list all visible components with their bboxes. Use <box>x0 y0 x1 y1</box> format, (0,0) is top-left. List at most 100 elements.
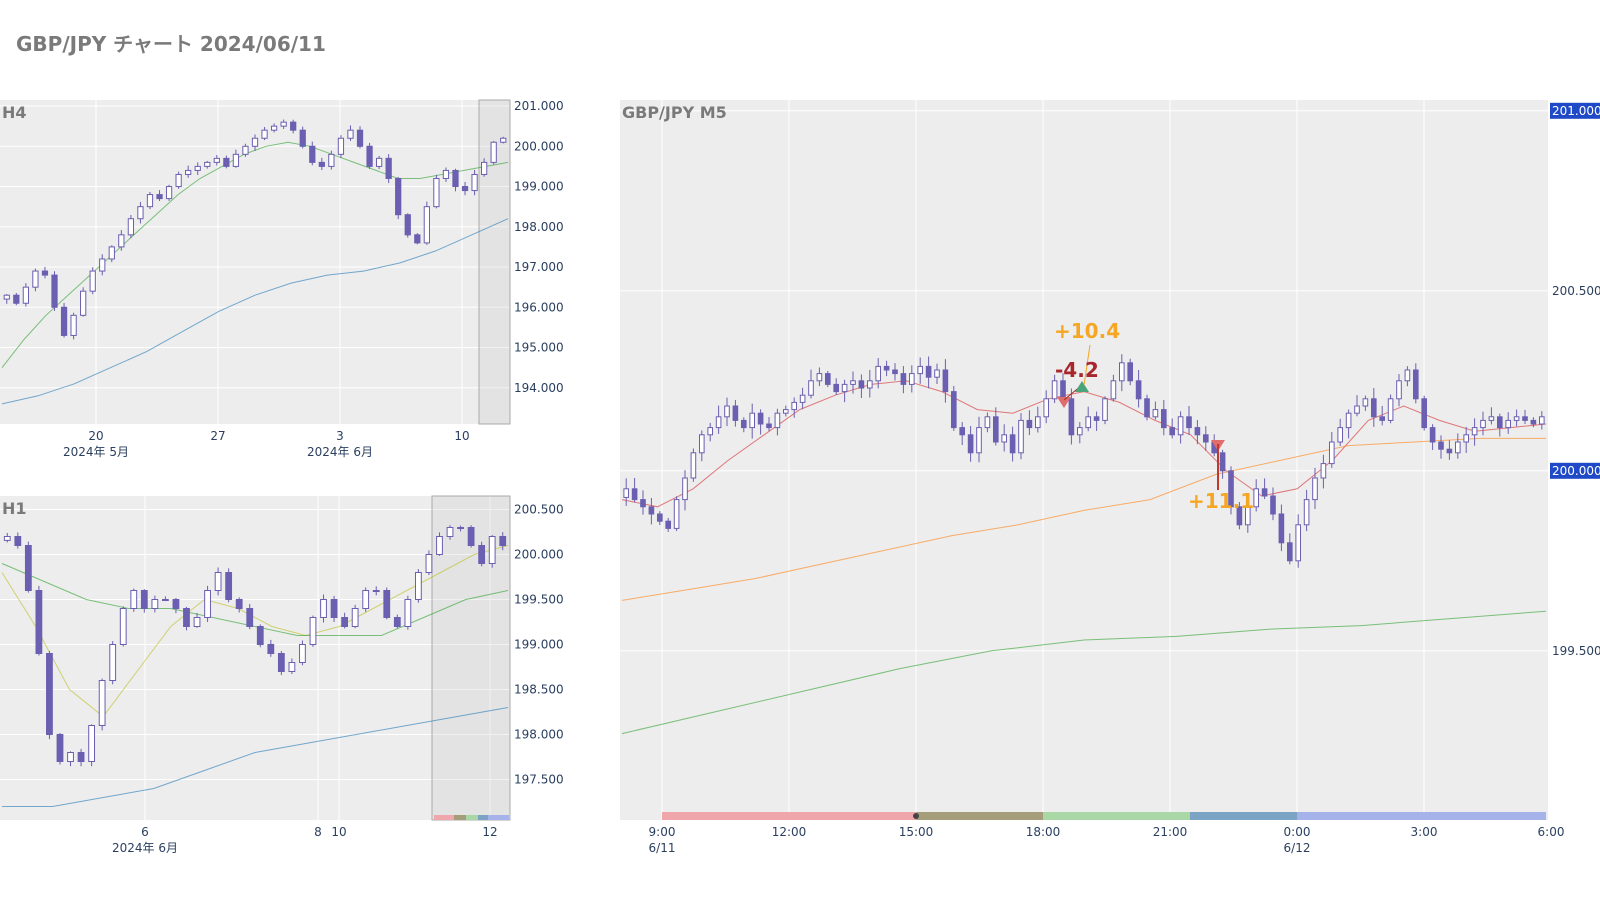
candle-body <box>337 137 345 155</box>
candle-body <box>934 369 940 378</box>
trade-link <box>1083 344 1091 386</box>
candle-body <box>452 169 459 188</box>
candle-body <box>976 427 982 454</box>
y-tick-label: 195.000 <box>514 341 564 355</box>
candle-body <box>80 290 87 316</box>
candle-body <box>347 129 354 139</box>
y-tick-label: 198.000 <box>514 728 564 742</box>
candle-body <box>423 206 430 244</box>
y-tick-label: 200.000 <box>514 548 564 562</box>
candle-body <box>1118 362 1125 382</box>
trade-entry-marker <box>1057 397 1071 408</box>
candle-body <box>242 145 249 155</box>
candle-body <box>127 218 135 236</box>
candle-body <box>442 169 450 179</box>
candle-body <box>1312 477 1318 501</box>
candle-body <box>698 434 705 454</box>
x-tick-sublabel: 6/11 <box>649 841 676 855</box>
candle-body <box>1438 441 1444 450</box>
candle-body <box>1295 524 1302 562</box>
y-tick-label: 199.500 <box>514 593 564 607</box>
candle-body <box>194 165 201 171</box>
candle-body <box>1421 398 1428 429</box>
candle-body <box>967 434 974 454</box>
candle-body <box>56 734 64 762</box>
candle-body <box>185 169 192 175</box>
candle-body <box>1135 380 1142 400</box>
candle-body <box>1538 416 1545 425</box>
candle-body <box>1387 398 1394 421</box>
candle-body <box>383 590 391 618</box>
candle-body <box>1505 419 1512 429</box>
candle-body <box>51 274 58 308</box>
y-tick-label: 200.000 <box>1552 464 1600 478</box>
range-window <box>431 495 511 821</box>
candle-body <box>1110 380 1117 400</box>
candle-body <box>461 186 469 192</box>
candle-body <box>204 161 211 167</box>
candle-body <box>640 499 646 508</box>
candle-body <box>320 599 327 618</box>
candle-body <box>1228 470 1234 508</box>
candle-body <box>1286 542 1293 562</box>
candle-body <box>1219 452 1226 472</box>
candle-body <box>404 214 411 236</box>
candle-body <box>467 527 475 546</box>
y-tick-label: 201.000 <box>514 99 564 113</box>
candle-body <box>1362 398 1369 407</box>
x-tick-label: 3 <box>336 429 344 443</box>
candle-body <box>774 412 781 429</box>
trade-exit-marker <box>1075 381 1089 392</box>
x-tick-sublabel: 2024年 5月 <box>63 445 129 459</box>
trade-annotation: +10.4 <box>1054 319 1120 343</box>
candle-body <box>183 608 190 627</box>
candle-body <box>883 365 890 371</box>
candle-body <box>1026 419 1033 429</box>
candle-body <box>1051 380 1058 400</box>
candle-body <box>1354 405 1360 414</box>
y-tick-label: 201.000 <box>1552 104 1600 118</box>
candle-body <box>1328 441 1335 465</box>
candle-body <box>108 246 115 260</box>
x-tick-sublabel: 2024年 6月 <box>112 841 178 855</box>
candle-body <box>1202 434 1209 443</box>
candle-body <box>841 383 848 393</box>
candle-body <box>356 129 364 147</box>
candle-body <box>77 752 85 762</box>
candle-body <box>1522 416 1528 421</box>
candle-body <box>1127 362 1134 382</box>
plot-background <box>0 100 510 424</box>
session-bar-segment <box>1190 812 1297 820</box>
candle-body <box>372 590 380 592</box>
candle-body <box>213 157 220 163</box>
candle-body <box>362 590 370 609</box>
candle-body <box>385 157 392 179</box>
candle-body <box>395 177 402 216</box>
y-tick-label: 200.500 <box>514 503 564 517</box>
candle-body <box>1085 416 1092 429</box>
x-tick-sublabel: 2024年 6月 <box>307 445 373 459</box>
candle-body <box>1001 434 1008 443</box>
candle-body <box>235 599 243 609</box>
candle-body <box>13 294 20 304</box>
candle-body <box>858 380 865 389</box>
candle-body <box>1379 416 1386 421</box>
candle-body <box>833 383 840 393</box>
panel-label: H4 <box>2 103 27 122</box>
ma-line-2 <box>621 610 1547 735</box>
candle-body <box>1018 419 1024 454</box>
range-window <box>478 99 511 425</box>
candle-body <box>118 234 125 248</box>
candle-body <box>251 137 259 147</box>
candle-body <box>318 161 325 167</box>
candle-body <box>119 608 127 645</box>
candle-body <box>436 536 443 555</box>
candle-body <box>875 365 882 382</box>
candle-body <box>1412 369 1419 400</box>
y-tick-label: 200.000 <box>514 139 564 153</box>
candle-body <box>404 599 412 627</box>
candle-body <box>3 294 10 300</box>
ma-line-2 <box>2 707 509 807</box>
candle-body <box>917 365 924 375</box>
session-bar-segment <box>478 815 488 820</box>
